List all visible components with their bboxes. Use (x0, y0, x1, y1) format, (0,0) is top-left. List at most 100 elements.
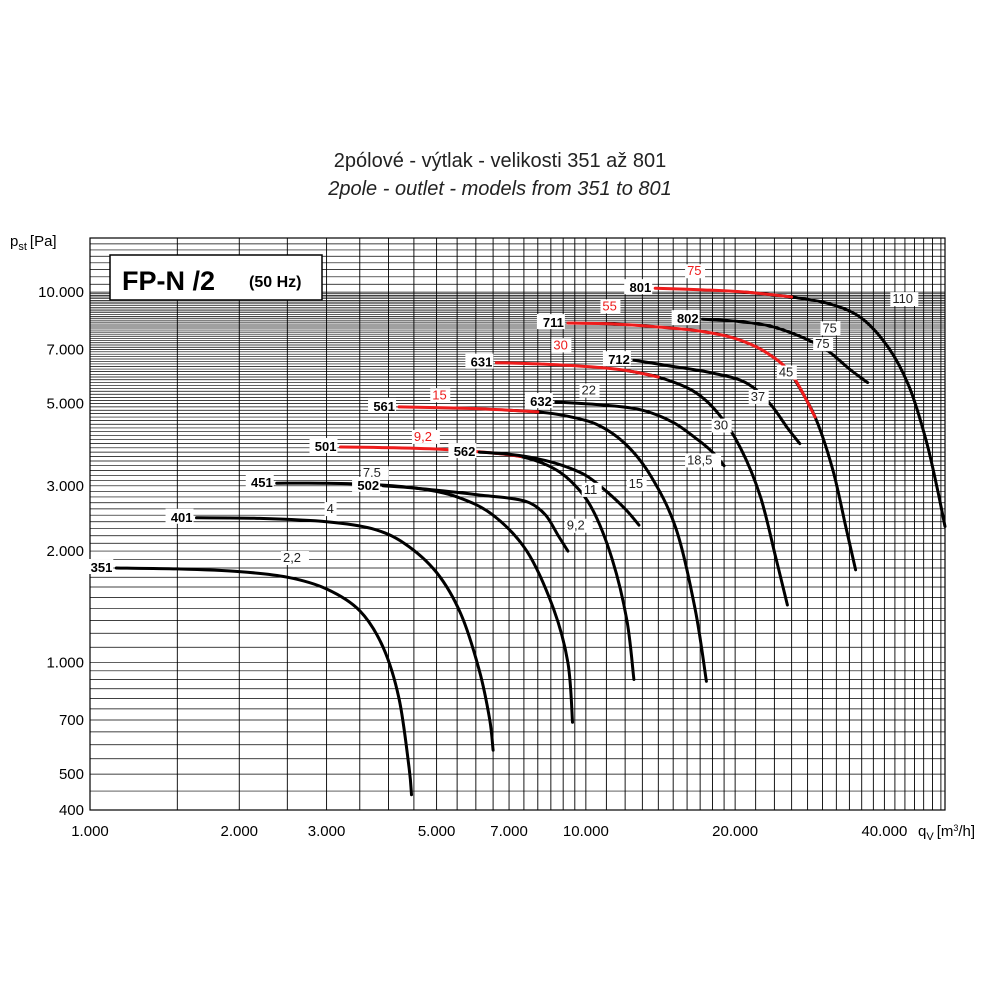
power-label-bg (626, 477, 647, 492)
box-title: FP-N /2 (122, 266, 215, 296)
model-label-711: 711 (543, 315, 564, 330)
box-subtitle: (50 Hz) (249, 274, 301, 291)
power-label-bg (711, 418, 732, 433)
model-label-501: 501 (315, 439, 337, 454)
curve-502 (381, 484, 570, 553)
power-label: 37 (751, 389, 765, 404)
power-label: 45 (779, 365, 793, 380)
power-label-bg (579, 383, 600, 398)
tick-labels: 1.000 2.000 3.000 5.000 7.000 10.000 20.000 40.… (38, 284, 907, 840)
power-label: 9,2 (567, 518, 585, 533)
model-label-bg (465, 353, 494, 369)
power-label-bg (685, 453, 722, 468)
y-tick-label: 500 (59, 766, 84, 783)
power-label: 9,2 (414, 429, 432, 444)
power-label-bg (581, 482, 602, 497)
power-label: 15 (432, 387, 446, 402)
power-label-bg (820, 321, 841, 336)
power-label: 75 (815, 336, 829, 351)
power-label: 18,5 (687, 452, 712, 467)
x-tick-label: 1.000 (71, 823, 109, 840)
model-label-502: 502 (357, 478, 379, 493)
curve-451 (275, 481, 574, 724)
model-label-561: 561 (373, 399, 395, 414)
model-label-451: 451 (251, 475, 273, 490)
model-label-bg (368, 397, 397, 413)
x-axis-label: qV [m3/h] (918, 823, 975, 843)
y-tick-label: 400 (59, 802, 84, 819)
model-label-712: 712 (608, 352, 630, 367)
curve-351 (114, 566, 413, 797)
power-label-bg (324, 502, 337, 517)
power-label-bg (564, 518, 593, 533)
power-label: 55 (602, 298, 616, 313)
power-label-bg (360, 466, 389, 481)
power-label-bg (600, 299, 621, 314)
curve-561-highlight (397, 405, 540, 414)
power-label: 7,5 (363, 465, 381, 480)
y-tick-label: 2.000 (46, 543, 84, 560)
model-label-562: 562 (454, 444, 476, 459)
y-tick-label: 700 (59, 712, 84, 729)
y-axis-label: pst [Pa] (10, 233, 57, 253)
y-tick-label: 7.000 (46, 342, 84, 359)
power-label: 22 (582, 382, 596, 397)
y-tick-label: 5.000 (46, 396, 84, 413)
curve-802 (701, 317, 870, 385)
power-label-bg (748, 389, 769, 404)
model-label-bg (309, 437, 338, 453)
curve-561 (507, 408, 708, 683)
power-label-bg (776, 365, 797, 380)
x-tick-label: 2.000 (220, 823, 258, 840)
model-label-802: 802 (677, 311, 699, 326)
power-label: 4 (327, 501, 334, 516)
model-label-801: 801 (630, 280, 652, 295)
power-label: 30 (553, 337, 567, 352)
power-label-bg (813, 337, 834, 352)
power-label: 2,2 (283, 550, 301, 565)
curve-712 (632, 358, 802, 446)
grid (89, 237, 946, 811)
model-label-bg (448, 443, 477, 459)
model-label-401: 401 (171, 510, 193, 525)
curve-632 (554, 400, 726, 468)
model-label-bg (671, 310, 700, 326)
model-label-351: 351 (91, 560, 113, 575)
title-box (109, 254, 323, 301)
x-tick-label: 40.000 (861, 823, 907, 840)
model-label-bg (624, 279, 653, 295)
y-tick-label: 3.000 (46, 478, 84, 495)
power-label-bg (551, 338, 572, 353)
x-tick-label: 20.000 (712, 823, 758, 840)
model-label-bg (245, 474, 274, 490)
model-label-bg (352, 476, 381, 492)
model-label-bg (536, 314, 565, 330)
model-label-631: 631 (471, 355, 493, 370)
power-label-bg (890, 292, 919, 307)
x-tick-label: 7.000 (490, 823, 528, 840)
curve-562 (477, 450, 641, 527)
power-label: 75 (822, 320, 836, 335)
curve-801 (744, 290, 947, 528)
x-tick-label: 10.000 (563, 823, 609, 840)
curve-631-highlight (494, 361, 660, 379)
power-label: 11 (584, 482, 598, 497)
y-tick-label: 10.000 (38, 284, 84, 301)
curve-631 (623, 368, 789, 607)
chart-subtitle: 2pole - outlet - models from 351 to 801 (328, 178, 672, 200)
power-label: 75 (687, 263, 701, 278)
power-label: 110 (892, 291, 913, 306)
power-label: 15 (629, 476, 643, 491)
curve-401 (195, 516, 495, 752)
x-tick-label: 3.000 (308, 823, 346, 840)
power-label-bg (280, 551, 309, 566)
model-label-bg (524, 393, 553, 409)
model-label-bg (165, 508, 194, 524)
y-tick-label: 1.000 (46, 655, 84, 672)
power-label-bg (685, 264, 706, 279)
model-label-bg (85, 559, 114, 575)
curve-801-highlight (653, 286, 794, 299)
power-label-bg (430, 388, 451, 403)
